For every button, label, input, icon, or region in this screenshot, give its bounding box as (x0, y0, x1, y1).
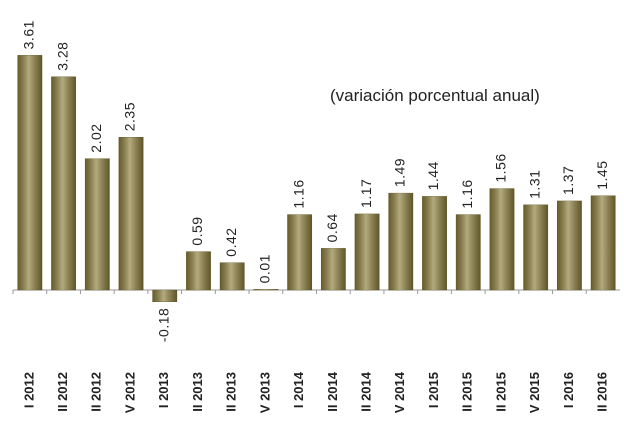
x-tick-label: II 2015 (493, 372, 508, 412)
bar-highlight (456, 214, 481, 290)
value-label: 0.64 (324, 213, 340, 242)
value-label: 0.01 (257, 254, 273, 283)
bar-highlight (388, 193, 413, 290)
bar-highlight (220, 262, 245, 290)
x-tick-label: I 2012 (21, 372, 36, 408)
x-tick-label: II 2012 (55, 372, 70, 412)
x-tick-label: II 2013 (190, 372, 205, 412)
x-tick-label: II 2016 (595, 372, 610, 412)
value-label: 0.42 (223, 227, 239, 256)
bar-highlight (422, 196, 447, 290)
value-label: 1.56 (493, 153, 509, 182)
bar-highlight (17, 55, 43, 290)
value-label: 2.35 (122, 102, 138, 131)
value-label: 1.17 (358, 179, 374, 208)
x-tick-label: V 2015 (527, 372, 542, 413)
value-label: 1.45 (594, 161, 610, 190)
x-tick-label: II 2013 (224, 372, 239, 412)
value-label: 1.16 (290, 179, 306, 208)
x-tick-label: V 2013 (257, 372, 272, 413)
bar-highlight (489, 188, 515, 290)
value-label: 2.02 (88, 123, 104, 152)
x-tick-label: V 2014 (392, 371, 407, 413)
value-label: -0.18 (155, 308, 171, 342)
x-tick-label: II 2014 (325, 371, 340, 412)
bar-highlight (287, 214, 312, 290)
bar-highlight (186, 251, 211, 290)
x-tick-label: I 2014 (291, 371, 306, 408)
bar-highlight (354, 213, 380, 290)
value-label: 1.49 (392, 158, 408, 187)
value-label: 1.37 (560, 166, 576, 195)
bar-highlight (152, 290, 177, 302)
x-tick-label: I 2013 (156, 372, 171, 408)
x-tick-label: I 2016 (561, 372, 576, 408)
value-label: 0.59 (189, 216, 205, 245)
value-label: 1.31 (526, 170, 542, 199)
bar-highlight (253, 289, 279, 290)
bar-highlight (523, 204, 548, 290)
value-label: 1.16 (459, 179, 475, 208)
bar-highlight (590, 195, 616, 290)
x-tick-label: I 2015 (426, 372, 441, 408)
value-label: 1.44 (425, 161, 441, 190)
value-label: 3.61 (21, 20, 37, 49)
annotation: (variación porcentual anual) (330, 86, 540, 105)
x-tick-label: II 2015 (460, 372, 475, 412)
x-tick-label: II 2012 (89, 372, 104, 412)
bar-highlight (51, 76, 76, 290)
x-tick-label: II 2014 (359, 371, 374, 412)
bar-highlight (85, 158, 110, 290)
bar-highlight (118, 137, 144, 290)
bar-highlight (557, 200, 582, 290)
x-tick-label: V 2012 (122, 372, 137, 413)
value-label: 3.28 (54, 42, 70, 71)
bar-highlight (321, 248, 346, 290)
